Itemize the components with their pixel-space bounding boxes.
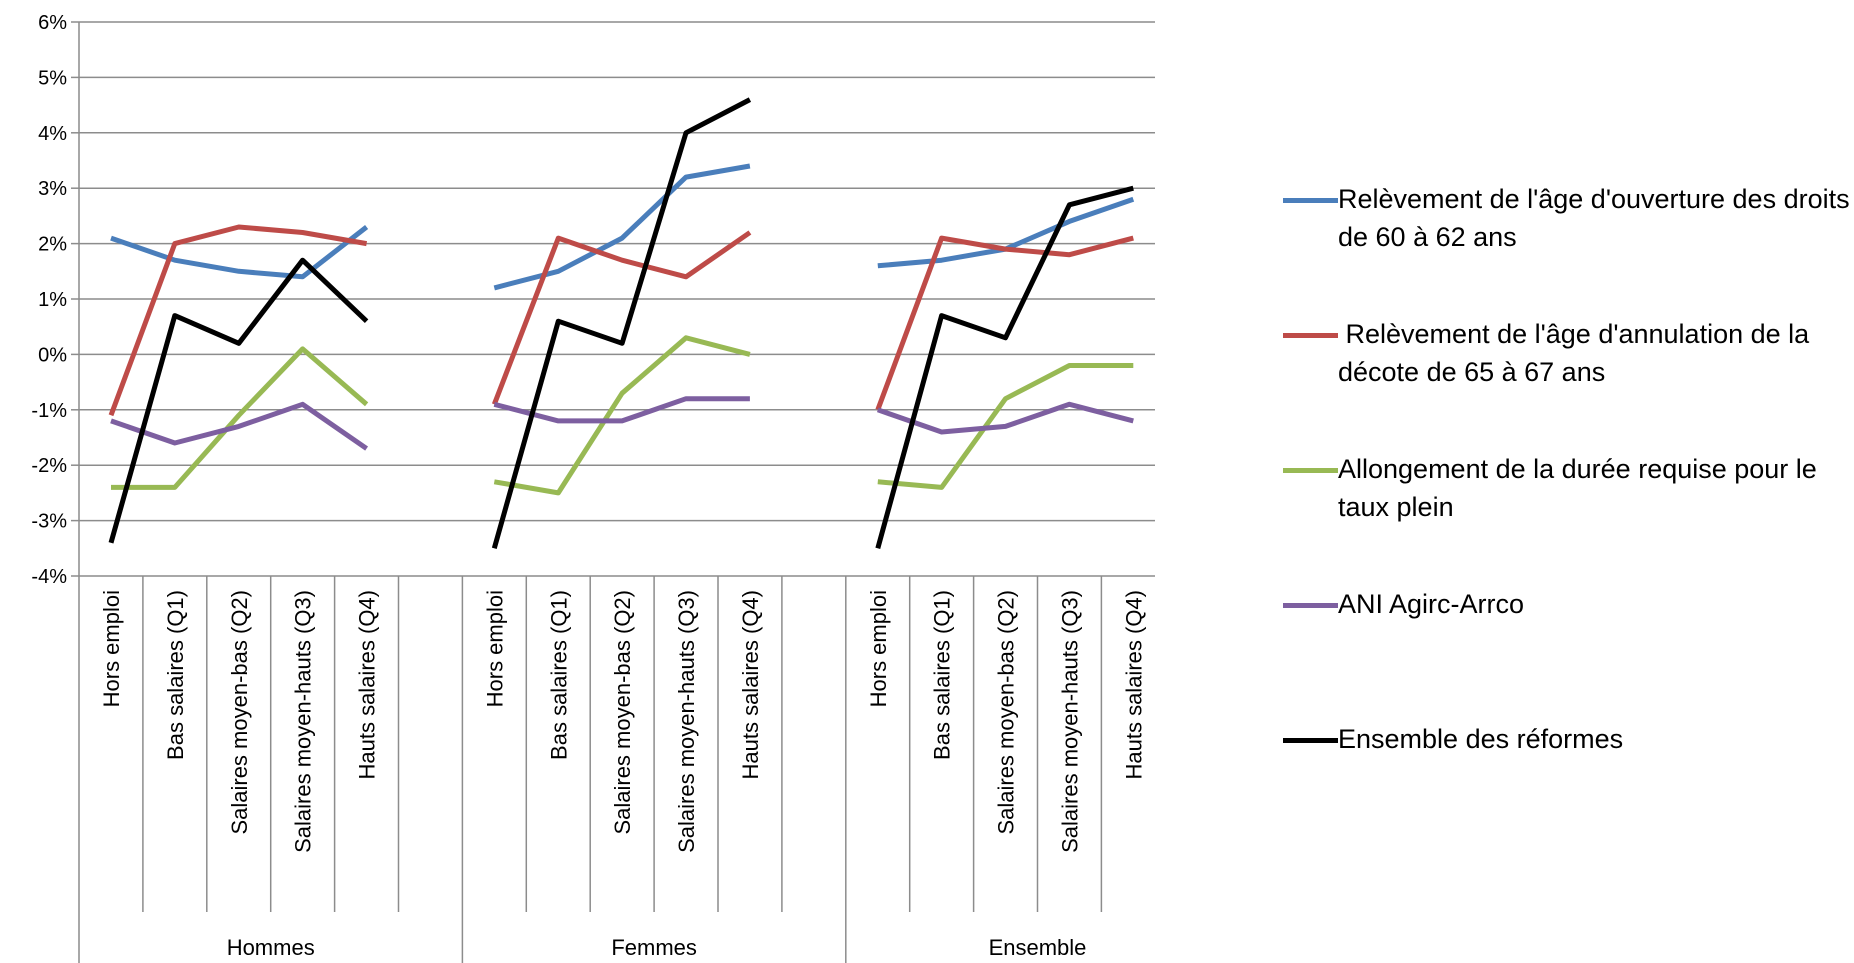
y-tick-label: 6%	[38, 12, 67, 34]
series-line	[493, 335, 751, 496]
legend-swatch	[1283, 468, 1338, 473]
category-label: Salaires moyen-hauts (Q3)	[674, 590, 699, 853]
y-tick-label: 4%	[38, 123, 67, 145]
series-line	[108, 257, 369, 544]
legend-swatch	[1283, 333, 1338, 338]
legend-item: Relèvement de l'âge d'annulation de la d…	[1283, 315, 1853, 391]
y-tick-label: 0%	[38, 344, 67, 366]
series-line	[493, 396, 750, 424]
series-line	[876, 401, 1134, 435]
legend-swatch	[1283, 738, 1338, 743]
group-label: Femmes	[611, 935, 697, 960]
axes	[78, 22, 1103, 963]
category-label: Bas salaires (Q1)	[930, 590, 955, 760]
legend-item: ANI Agirc-Arrco	[1283, 585, 1853, 623]
category-label: Hors emploi	[482, 590, 507, 707]
gridlines	[79, 21, 1155, 577]
legend-label: Relèvement de l'âge d'annulation de la d…	[1338, 319, 1817, 387]
series-line	[877, 363, 1134, 490]
category-label: Hauts salaires (Q4)	[355, 590, 380, 780]
y-axis-ticks: -4% -3% -2% -1% 0% 1% 2% 3% 4% 5% 6%	[31, 12, 79, 588]
legend-label: Relèvement de l'âge d'ouverture des droi…	[1338, 184, 1850, 252]
line-chart: -4% -3% -2% -1% 0% 1% 2% 3% 4% 5% 6% Hors emploi Ba…	[31, 12, 1155, 963]
series-line	[108, 224, 368, 417]
series-line	[875, 185, 1134, 549]
legend-item: Relèvement de l'âge d'ouverture des droi…	[1283, 180, 1853, 256]
category-label: Bas salaires (Q1)	[163, 590, 188, 760]
category-label: Hauts salaires (Q4)	[1121, 590, 1146, 780]
category-label: Bas salaires (Q1)	[546, 590, 571, 760]
group-label: Ensemble	[989, 935, 1087, 960]
group-label: Hommes	[227, 935, 315, 960]
y-tick-label: -2%	[31, 455, 67, 477]
series-line	[110, 225, 369, 280]
category-label: Salaires moyen-bas (Q2)	[610, 590, 635, 835]
category-label: Salaires moyen-hauts (Q3)	[291, 590, 316, 853]
series-line	[877, 196, 1135, 269]
category-label: Hauts salaires (Q4)	[738, 590, 763, 780]
legend-label: Ensemble des réformes	[1338, 724, 1624, 754]
legend-label: ANI Agirc-Arrco	[1338, 589, 1525, 619]
y-tick-label: -3%	[31, 511, 67, 533]
series-line	[110, 401, 369, 451]
series-line	[111, 346, 369, 490]
series-line	[875, 235, 1134, 411]
y-tick-label: 3%	[38, 178, 67, 200]
y-tick-label: 1%	[38, 289, 67, 311]
legend-swatch	[1283, 198, 1338, 203]
legend-label: Allongement de la durée requise pour le …	[1338, 454, 1825, 522]
category-label: Salaires moyen-hauts (Q3)	[1057, 590, 1082, 853]
category-label: Hors emploi	[99, 590, 124, 707]
y-tick-label: 2%	[38, 234, 67, 256]
legend-item: Ensemble des réformes	[1283, 720, 1853, 758]
y-tick-label: 5%	[38, 67, 67, 89]
y-tick-label: -4%	[31, 566, 67, 588]
x-axis-categories: Hors emploi Bas salaires (Q1) Salaires moy…	[99, 590, 1146, 960]
series-lines	[108, 97, 1135, 549]
y-tick-label: -1%	[31, 400, 67, 422]
category-label: Salaires moyen-bas (Q2)	[227, 590, 252, 835]
category-label: Hors emploi	[866, 590, 891, 707]
legend-swatch	[1283, 603, 1338, 608]
series-line	[491, 230, 752, 406]
series-line	[493, 163, 751, 291]
category-label: Salaires moyen-bas (Q2)	[994, 590, 1019, 835]
legend-item: Allongement de la durée requise pour le …	[1283, 450, 1853, 526]
series-line	[491, 97, 752, 549]
